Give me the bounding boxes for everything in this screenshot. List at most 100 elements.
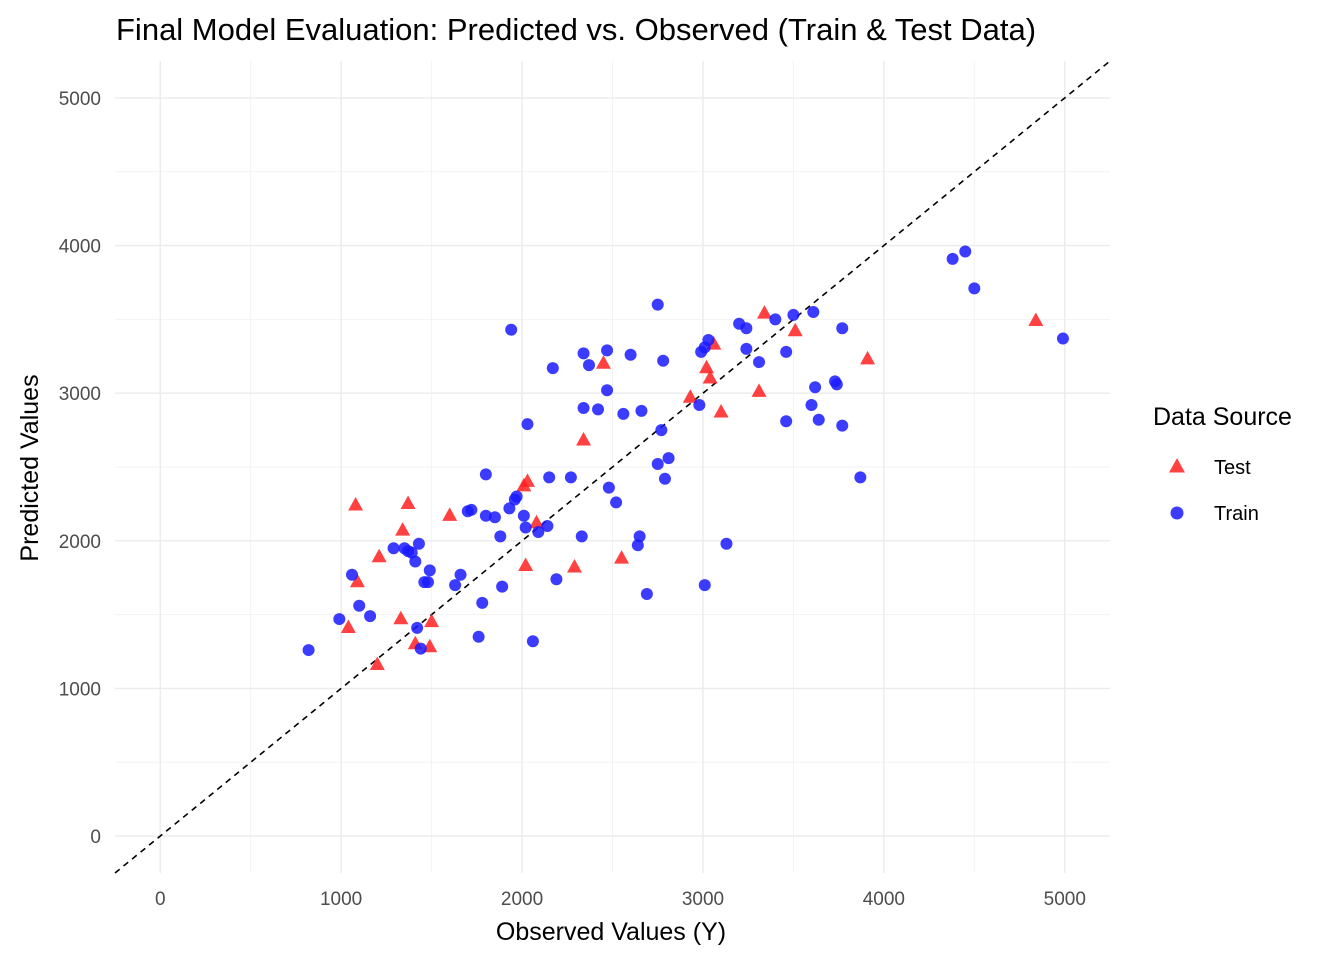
test-point bbox=[340, 619, 356, 634]
test-point bbox=[567, 559, 583, 573]
test-point bbox=[787, 322, 803, 337]
train-point bbox=[465, 503, 478, 516]
y-tick-label: 0 bbox=[90, 827, 101, 848]
test-point bbox=[395, 522, 411, 536]
train-point bbox=[854, 471, 867, 484]
train-point bbox=[780, 345, 793, 358]
grid-minor-lines bbox=[115, 61, 1110, 873]
train-point bbox=[333, 613, 346, 626]
test-point bbox=[595, 355, 611, 369]
train-point bbox=[577, 401, 590, 414]
y-tick-label: 5000 bbox=[59, 89, 101, 110]
test-point bbox=[349, 573, 365, 588]
train-point bbox=[564, 471, 577, 484]
train-point bbox=[449, 579, 462, 592]
train-point bbox=[496, 580, 509, 593]
train-point bbox=[662, 452, 675, 465]
train-point bbox=[968, 282, 981, 295]
test-point bbox=[756, 305, 772, 319]
test-point bbox=[369, 656, 385, 670]
legend-key-test bbox=[1169, 458, 1185, 473]
train-point bbox=[753, 356, 766, 369]
train-point bbox=[658, 472, 671, 485]
train-point bbox=[610, 496, 623, 509]
train-point bbox=[807, 305, 820, 318]
train-point bbox=[345, 568, 358, 581]
x-tick-label: 3000 bbox=[682, 889, 724, 910]
test-point bbox=[751, 383, 767, 397]
train-point bbox=[494, 530, 507, 543]
test-point bbox=[1028, 312, 1044, 326]
y-tick-label: 2000 bbox=[59, 532, 101, 553]
train-point bbox=[720, 537, 733, 550]
train-point bbox=[543, 471, 556, 484]
train-point bbox=[640, 587, 653, 600]
y-tick-label: 3000 bbox=[59, 384, 101, 405]
y-axis-ticks: 0 1000 2000 3000 4000 5000 bbox=[59, 89, 101, 848]
train-point bbox=[805, 398, 818, 411]
train-point bbox=[946, 252, 959, 265]
x-tick-label: 2000 bbox=[501, 889, 543, 910]
train-point bbox=[517, 509, 530, 522]
train-point bbox=[521, 418, 534, 431]
train-point bbox=[830, 378, 843, 391]
train-point bbox=[582, 359, 595, 372]
test-point bbox=[348, 497, 364, 511]
train-point bbox=[740, 342, 753, 355]
train-point bbox=[602, 481, 615, 494]
train-point bbox=[651, 458, 664, 471]
train-point bbox=[836, 322, 849, 335]
test-point bbox=[614, 550, 630, 564]
train-point bbox=[592, 403, 605, 416]
train-point bbox=[409, 555, 422, 568]
x-axis-ticks: 0 1000 2000 3000 4000 5000 bbox=[155, 889, 1086, 910]
train-point bbox=[601, 344, 614, 357]
train-point bbox=[702, 334, 715, 347]
y-tick-label: 4000 bbox=[59, 237, 101, 258]
train-point bbox=[812, 413, 825, 426]
train-point bbox=[657, 354, 670, 367]
train-point bbox=[836, 419, 849, 432]
train-point bbox=[601, 384, 614, 397]
identity-reference-line bbox=[114, 60, 1111, 874]
test-point bbox=[371, 548, 387, 563]
train-point bbox=[412, 537, 425, 550]
train-point bbox=[476, 596, 489, 609]
test-point bbox=[702, 370, 718, 384]
test-point bbox=[713, 404, 729, 418]
train-point bbox=[302, 644, 315, 657]
x-tick-label: 4000 bbox=[863, 889, 905, 910]
train-point bbox=[1056, 332, 1069, 345]
train-point bbox=[577, 347, 590, 360]
train-point bbox=[698, 579, 711, 592]
y-tick-label: 1000 bbox=[59, 679, 101, 700]
series-test bbox=[340, 305, 1044, 670]
legend-label-train: Train bbox=[1214, 503, 1259, 525]
train-point bbox=[364, 610, 377, 623]
train-point bbox=[787, 308, 800, 321]
legend-entries: Test Train bbox=[1169, 457, 1259, 525]
x-tick-label: 0 bbox=[155, 889, 166, 910]
grid-major-lines bbox=[115, 61, 1110, 873]
legend-title: Data Source bbox=[1153, 403, 1292, 431]
train-point bbox=[655, 424, 668, 437]
train-point bbox=[421, 576, 434, 589]
legend-label-test: Test bbox=[1214, 457, 1251, 479]
train-point bbox=[479, 509, 492, 522]
train-point bbox=[740, 322, 753, 335]
test-point bbox=[682, 389, 698, 403]
legend: Data Source Test Train bbox=[1153, 403, 1292, 525]
train-point bbox=[526, 635, 539, 648]
train-point bbox=[541, 520, 554, 533]
train-point bbox=[503, 502, 516, 515]
train-point bbox=[624, 348, 637, 361]
data-points bbox=[302, 245, 1069, 670]
test-point bbox=[424, 613, 440, 628]
test-point bbox=[699, 359, 715, 374]
train-point bbox=[635, 404, 648, 417]
train-point bbox=[414, 642, 427, 655]
train-point bbox=[353, 599, 366, 612]
train-point bbox=[519, 521, 532, 534]
train-point bbox=[550, 573, 563, 586]
